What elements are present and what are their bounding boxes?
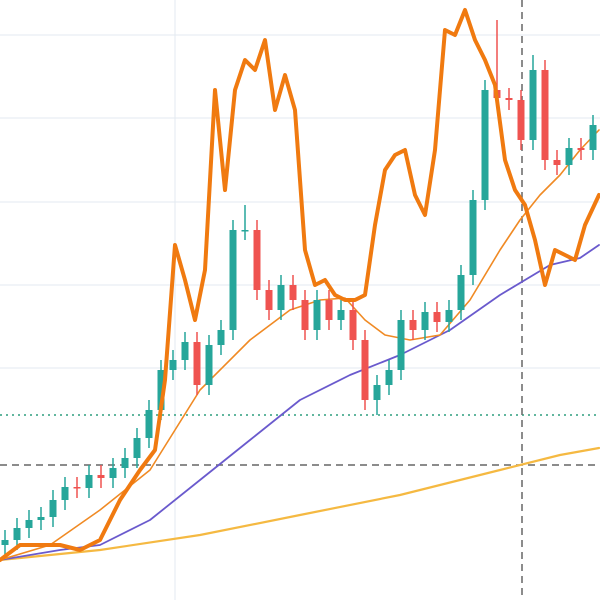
candle-body (481, 90, 489, 200)
candle-body (181, 342, 189, 360)
candle-body (589, 125, 597, 150)
candle-body (313, 300, 321, 330)
candle-body (373, 385, 381, 400)
candle-body (541, 70, 549, 160)
candle-body (241, 230, 249, 232)
line-series (0, 446, 600, 562)
candle-body (37, 517, 45, 520)
candle-body (385, 370, 393, 385)
candle-body (121, 458, 129, 468)
candle-body (445, 310, 453, 322)
candle-body (133, 438, 141, 458)
candle-body (157, 370, 165, 410)
candle-body (145, 410, 153, 438)
candle-body (193, 342, 201, 385)
candle-body (169, 360, 177, 370)
candle-body (337, 310, 345, 320)
candle-body (49, 500, 57, 517)
line-series (0, 244, 600, 561)
candle-body (301, 300, 309, 330)
candle-body (253, 230, 261, 290)
candle-body (349, 310, 357, 340)
candle-body (1, 540, 9, 545)
candle-body (61, 487, 69, 500)
candle-body (361, 340, 369, 400)
candle-body (469, 200, 477, 275)
candle-body (409, 320, 417, 330)
candle-body (397, 320, 405, 370)
line-series (0, 129, 600, 561)
candle-body (433, 312, 441, 322)
candle-body (277, 285, 285, 310)
candle-body (529, 70, 537, 140)
candle-body (13, 528, 21, 540)
candle-body (97, 475, 105, 478)
candle-body (421, 312, 429, 330)
candle-body (325, 300, 333, 320)
candle-body (217, 330, 225, 345)
candle-body (85, 475, 93, 488)
candle-body (73, 487, 81, 489)
candle-body (565, 148, 573, 165)
candle-body (289, 285, 297, 300)
candle-body (109, 468, 117, 478)
candle-body (553, 160, 561, 165)
candle-body (265, 290, 273, 310)
candle-body (517, 100, 525, 140)
candle-body (577, 148, 585, 150)
candle-body (205, 345, 213, 385)
line-series (0, 8, 600, 562)
candle-body (457, 275, 465, 310)
candle-body (229, 230, 237, 330)
candle-body (25, 520, 33, 528)
candle-body (505, 98, 513, 100)
